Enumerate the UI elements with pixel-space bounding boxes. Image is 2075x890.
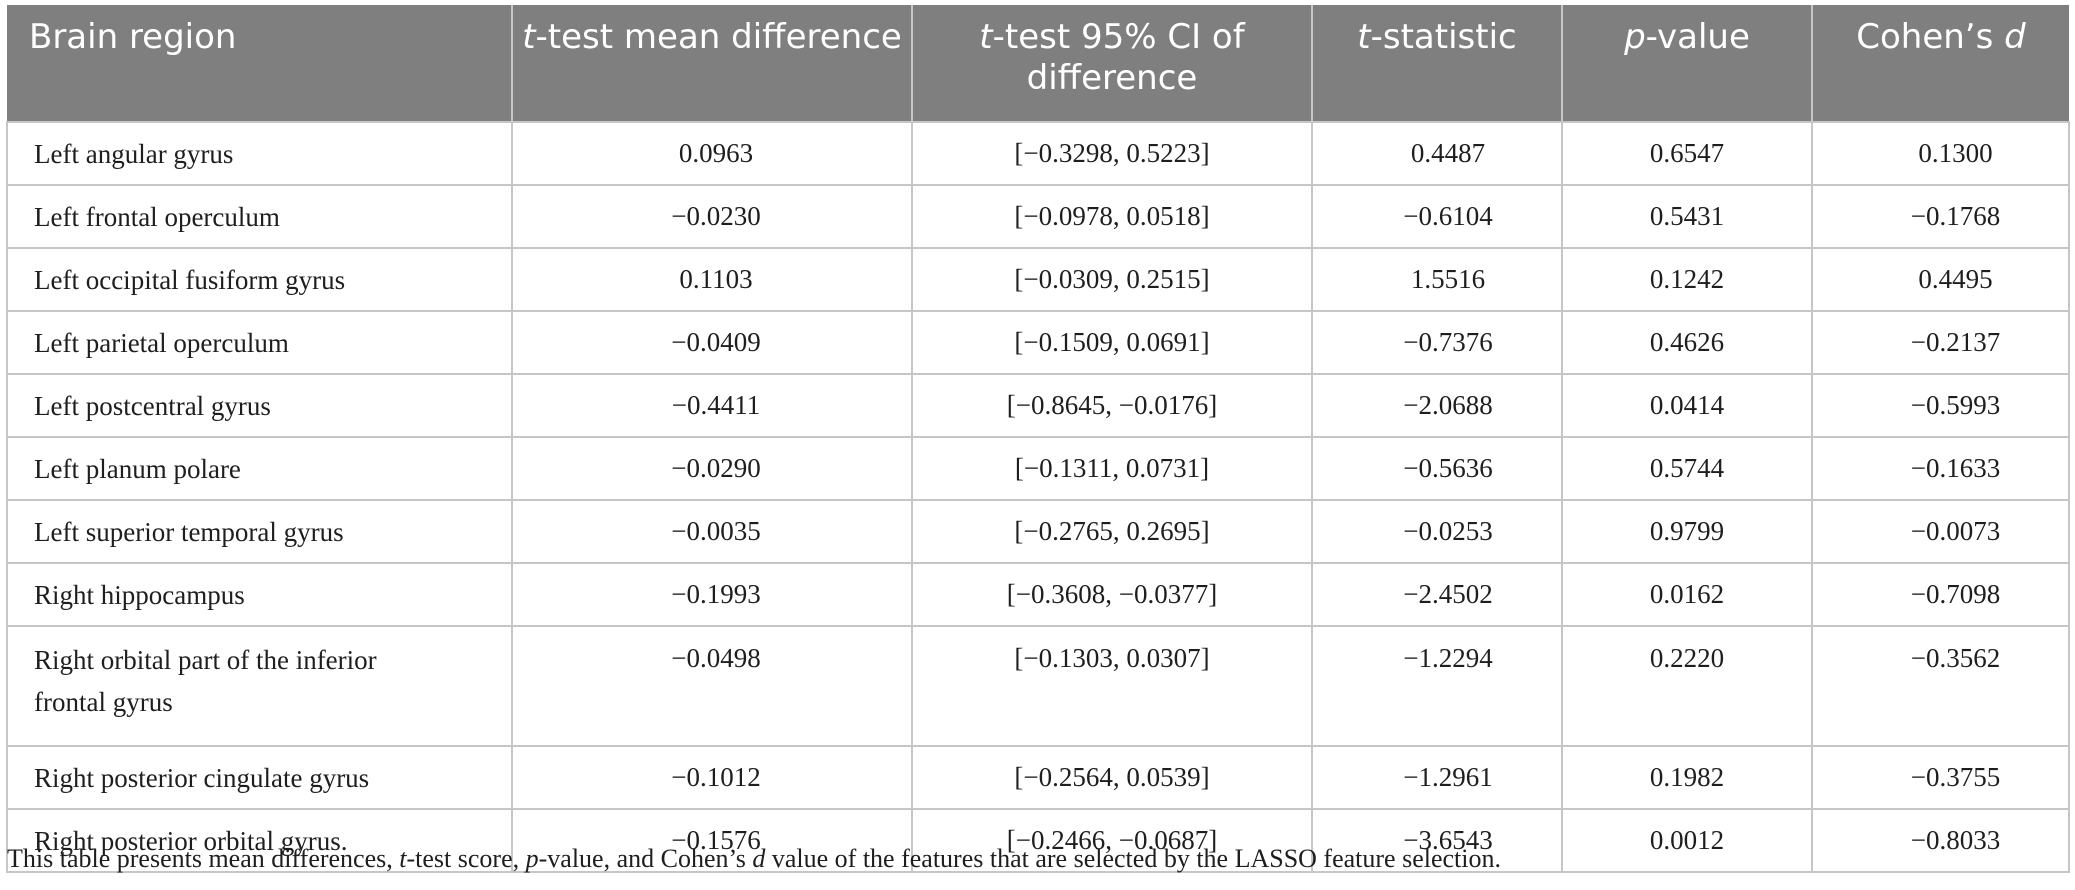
cell-p-value: 0.2220 — [1561, 625, 1813, 747]
results-table-container: Brain region t-test mean difference t-te… — [6, 5, 2070, 873]
cell-cohens-d: −0.1768 — [1811, 184, 2070, 249]
table-row: Left frontal operculum −0.0230 [−0.0978,… — [6, 184, 2070, 249]
cell-mean-difference: −0.1576 — [511, 808, 913, 873]
cell-cohens-d: −0.2137 — [1811, 310, 2070, 375]
header-cohens-d: Cohen’s d — [1811, 5, 2069, 122]
cell-cohens-d: −0.8033 — [1811, 808, 2070, 873]
cell-p-value: 0.0012 — [1561, 808, 1813, 873]
cell-t-statistic: 1.5516 — [1311, 247, 1563, 312]
cell-p-value: 0.9799 — [1561, 499, 1813, 564]
table-row: Left angular gyrus 0.0963 [−0.3298, 0.52… — [6, 121, 2070, 186]
cell-region: Right posterior orbital gyrus. — [6, 808, 513, 873]
cell-mean-difference: −0.0035 — [511, 499, 913, 564]
table-row: Left postcentral gyrus −0.4411 [−0.8645,… — [6, 373, 2070, 438]
table-row: Right posterior orbital gyrus. −0.1576 [… — [6, 808, 2070, 873]
cell-t-statistic: −0.5636 — [1311, 436, 1563, 501]
cell-p-value: 0.0162 — [1561, 562, 1813, 627]
table-header-row: Brain region t-test mean difference t-te… — [7, 5, 2069, 122]
cell-cohens-d: −0.3755 — [1811, 745, 2070, 810]
cell-region: Left superior temporal gyrus — [6, 499, 513, 564]
cell-confidence-interval: [−0.2765, 0.2695] — [911, 499, 1313, 564]
cell-p-value: 0.5744 — [1561, 436, 1813, 501]
table-row: Right orbital part of the inferior fronta… — [6, 625, 2070, 747]
cell-region: Left angular gyrus — [6, 121, 513, 186]
cell-cohens-d: 0.1300 — [1811, 121, 2070, 186]
cell-region: Left parietal operculum — [6, 310, 513, 375]
cell-p-value: 0.6547 — [1561, 121, 1813, 186]
header-confidence-interval: t-test 95% CI of difference — [911, 5, 1312, 122]
cell-p-value: 0.1242 — [1561, 247, 1813, 312]
cell-mean-difference: −0.4411 — [511, 373, 913, 438]
cell-confidence-interval: [−0.1509, 0.0691] — [911, 310, 1313, 375]
cell-mean-difference: 0.1103 — [511, 247, 913, 312]
cell-region: Right hippocampus — [6, 562, 513, 627]
results-table: Brain region t-test mean difference t-te… — [6, 5, 2070, 873]
cell-cohens-d: −0.1633 — [1811, 436, 2070, 501]
cell-cohens-d: −0.3562 — [1811, 625, 2070, 747]
cell-region: Left postcentral gyrus — [6, 373, 513, 438]
cell-confidence-interval: [−0.0978, 0.0518] — [911, 184, 1313, 249]
cell-confidence-interval: [−0.3298, 0.5223] — [911, 121, 1313, 186]
header-brain-region: Brain region — [7, 5, 512, 122]
table-row: Right hippocampus −0.1993 [−0.3608, −0.0… — [6, 562, 2070, 627]
cell-cohens-d: −0.0073 — [1811, 499, 2070, 564]
cell-t-statistic: −0.7376 — [1311, 310, 1563, 375]
cell-confidence-interval: [−0.0309, 0.2515] — [911, 247, 1313, 312]
table-row: Right posterior cingulate gyrus −0.1012 … — [6, 745, 2070, 810]
cell-mean-difference: 0.0963 — [511, 121, 913, 186]
cell-confidence-interval: [−0.3608, −0.0377] — [911, 562, 1313, 627]
cell-confidence-interval: [−0.8645, −0.0176] — [911, 373, 1313, 438]
table-row: Left planum polare −0.0290 [−0.1311, 0.0… — [6, 436, 2070, 501]
cell-t-statistic: −1.2294 — [1311, 625, 1563, 747]
header-mean-difference: t-test mean difference — [511, 5, 912, 122]
cell-cohens-d: −0.7098 — [1811, 562, 2070, 627]
cell-confidence-interval: [−0.2466, −0.0687] — [911, 808, 1313, 873]
cell-t-statistic: −0.6104 — [1311, 184, 1563, 249]
cell-p-value: 0.5431 — [1561, 184, 1813, 249]
cell-region: Right orbital part of the inferior fronta… — [6, 625, 513, 747]
region-line-2: frontal gyrus — [34, 687, 173, 717]
region-line-1: Right orbital part of the inferior — [34, 645, 377, 675]
cell-region: Right posterior cingulate gyrus — [6, 745, 513, 810]
table-caption: This table presents mean differences, t-… — [7, 844, 1502, 873]
cell-mean-difference: −0.0230 — [511, 184, 913, 249]
cell-confidence-interval: [−0.1303, 0.0307] — [911, 625, 1313, 747]
cell-t-statistic: −2.4502 — [1311, 562, 1563, 627]
table-row: Left occipital fusiform gyrus 0.1103 [−0… — [6, 247, 2070, 312]
header-p-value: p-value — [1561, 5, 1812, 122]
cell-mean-difference: −0.1993 — [511, 562, 913, 627]
cell-mean-difference: −0.0290 — [511, 436, 913, 501]
cell-cohens-d: 0.4495 — [1811, 247, 2070, 312]
cell-t-statistic: −0.0253 — [1311, 499, 1563, 564]
cell-region: Left frontal operculum — [6, 184, 513, 249]
cell-confidence-interval: [−0.2564, 0.0539] — [911, 745, 1313, 810]
cell-region: Left occipital fusiform gyrus — [6, 247, 513, 312]
cell-t-statistic: −1.2961 — [1311, 745, 1563, 810]
header-t-statistic: t-statistic — [1311, 5, 1562, 122]
table-row: Left superior temporal gyrus −0.0035 [−0… — [6, 499, 2070, 564]
cell-mean-difference: −0.0498 — [511, 625, 913, 747]
cell-mean-difference: −0.0409 — [511, 310, 913, 375]
cell-cohens-d: −0.5993 — [1811, 373, 2070, 438]
cell-p-value: 0.1982 — [1561, 745, 1813, 810]
cell-p-value: 0.4626 — [1561, 310, 1813, 375]
cell-confidence-interval: [−0.1311, 0.0731] — [911, 436, 1313, 501]
cell-p-value: 0.0414 — [1561, 373, 1813, 438]
cell-t-statistic: 0.4487 — [1311, 121, 1563, 186]
cell-mean-difference: −0.1012 — [511, 745, 913, 810]
cell-region: Left planum polare — [6, 436, 513, 501]
cell-t-statistic: −2.0688 — [1311, 373, 1563, 438]
cell-t-statistic: −3.6543 — [1311, 808, 1563, 873]
table-row: Left parietal operculum −0.0409 [−0.1509… — [6, 310, 2070, 375]
